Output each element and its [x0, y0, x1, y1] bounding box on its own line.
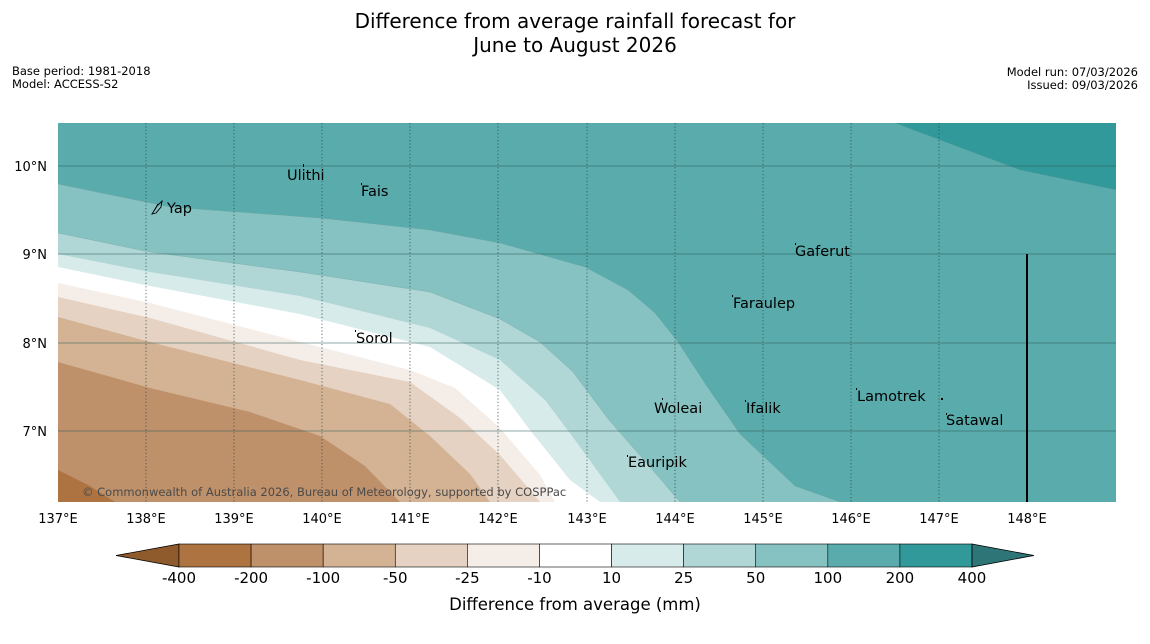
place-label-yap: Yap	[166, 201, 192, 217]
map-title: Difference from average rainfall forecas…	[0, 9, 1150, 57]
colorbar-segment	[178, 543, 252, 568]
lat-tick: 10°N	[14, 160, 47, 175]
place-label-satawal: Satawal	[946, 413, 1003, 429]
colorbar-segment	[539, 543, 612, 568]
title-line-2: June to August 2026	[473, 33, 677, 57]
longitude-tick-labels: 137°E 138°E 139°E 140°E 141°E 142°E 143°…	[38, 512, 1047, 527]
lon-tick: 141°E	[390, 512, 430, 527]
copyright-notice: © Commonwealth of Australia 2026, Bureau…	[82, 485, 566, 499]
lon-tick: 138°E	[126, 512, 166, 527]
latitude-lines	[58, 165, 1116, 432]
lon-tick: 142°E	[478, 512, 518, 527]
lat-tick: 9°N	[23, 248, 48, 263]
colorbar-segment	[899, 543, 973, 568]
colorbar-segment	[683, 543, 757, 568]
colorbar: -400 -200 -100 -50 -25 -10 10 25 50 100 200 400	[115, 543, 1035, 587]
map-area[interactable]: Ulithi Fais Yap Gaferut Faraulep Sorol W…	[58, 123, 1116, 502]
lon-tick: 143°E	[567, 512, 607, 527]
colorbar-tick-label: 100	[813, 569, 842, 587]
place-label-ulithi: Ulithi	[287, 168, 325, 184]
colorbar-segment	[611, 543, 684, 568]
band-200-400	[895, 123, 1116, 190]
place-label-lamotrek: Lamotrek	[857, 389, 926, 405]
title-line-1: Difference from average rainfall forecas…	[354, 9, 796, 33]
place-label-woleai: Woleai	[654, 401, 702, 417]
colorbar-tick-label: -200	[234, 569, 268, 587]
band-neg400-neg200	[58, 470, 115, 502]
colorbar-segment	[394, 543, 468, 568]
run-info: Model run: 07/03/2026 Issued: 09/03/2026	[1007, 66, 1138, 92]
colorbar-tick-label: -400	[162, 569, 196, 587]
colorbar-segment	[827, 543, 901, 568]
colorbar-segment	[250, 543, 324, 568]
colorbar-tick-label: 50	[746, 569, 765, 587]
colorbar-tick-label: -25	[455, 569, 480, 587]
lon-tick: 139°E	[214, 512, 254, 527]
lon-tick: 145°E	[743, 512, 783, 527]
place-label-gaferut: Gaferut	[795, 244, 850, 260]
colorbar-segment	[467, 543, 540, 568]
colorbar-tick-label: -100	[306, 569, 340, 587]
colorbar-tick-label: 200	[886, 569, 915, 587]
lon-tick: 144°E	[655, 512, 695, 527]
place-label-ifalik: Ifalik	[746, 401, 781, 417]
place-label-sorol: Sorol	[356, 331, 393, 347]
lat-tick: 7°N	[23, 425, 48, 440]
model-info: Base period: 1981-2018 Model: ACCESS-S2	[12, 65, 151, 91]
base-period: Base period: 1981-2018	[12, 64, 151, 78]
lon-tick: 146°E	[831, 512, 871, 527]
colorbar-segment	[322, 543, 396, 568]
colorbar-segment	[755, 543, 829, 568]
colorbar-tick-label: 10	[602, 569, 621, 587]
place-label-fais: Fais	[361, 184, 388, 200]
lon-tick: 137°E	[38, 512, 78, 527]
colorbar-tick-label: 25	[674, 569, 693, 587]
colorbar-tick-label: -50	[383, 569, 408, 587]
place-label-faraulep: Faraulep	[733, 296, 795, 312]
lon-tick: 140°E	[302, 512, 342, 527]
colorbar-tick-label: 400	[958, 569, 987, 587]
colorbar-tick-label: -10	[527, 569, 552, 587]
colorbar-extend-low	[115, 543, 180, 568]
lon-tick: 147°E	[919, 512, 959, 527]
model-name: Model: ACCESS-S2	[12, 77, 119, 91]
lat-tick: 8°N	[23, 337, 48, 352]
colorbar-extend-high	[971, 543, 1035, 568]
place-label-eauripik: Eauripik	[628, 455, 687, 471]
model-run: Model run: 07/03/2026	[1006, 65, 1138, 79]
band-neg200-neg100	[58, 362, 400, 502]
lon-tick: 148°E	[1007, 512, 1047, 527]
latitude-tick-labels: 10°N 9°N 8°N 7°N	[14, 160, 47, 440]
issued-date: Issued: 09/03/2026	[1027, 78, 1138, 92]
colorbar-title: Difference from average (mm)	[449, 595, 701, 614]
